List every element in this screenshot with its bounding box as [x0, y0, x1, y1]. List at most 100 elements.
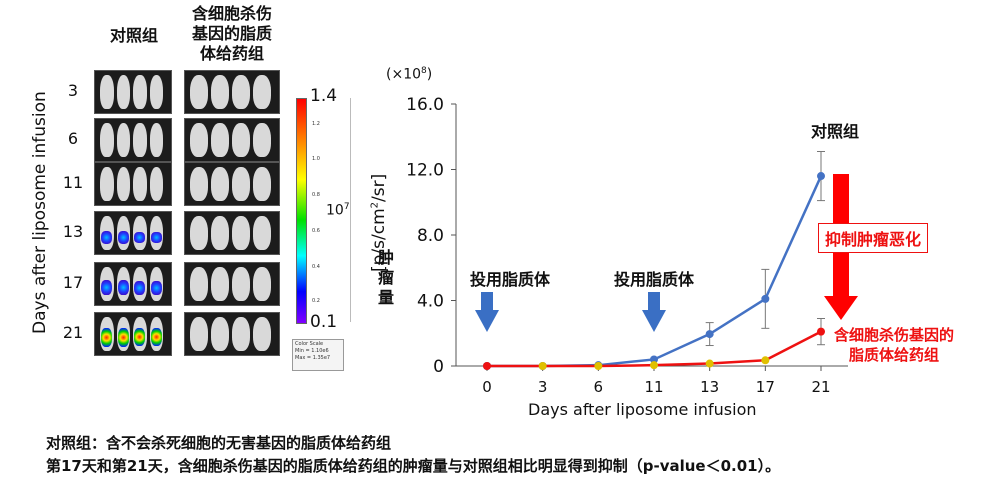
mouse-silhouette [253, 267, 271, 301]
mouse-silhouette [100, 75, 114, 109]
mouse-silhouette [253, 123, 271, 157]
y-axis-unit-rest: /sr] [369, 173, 389, 202]
mouse-silhouette [149, 267, 163, 301]
color-scale-legend: Color Scale Min = 1.10e6 Max = 1.35e7 [292, 339, 344, 371]
mouse-silhouette [253, 317, 271, 351]
mouse-silhouette [211, 216, 229, 250]
luminescence-spot [117, 230, 129, 244]
colorbar-tick: 1.2 [312, 121, 320, 127]
luminescence-spot [150, 232, 162, 243]
treated-image-panel [184, 312, 280, 356]
dosing-annotation-1: 投用脂质体 [470, 270, 551, 289]
x-tick-label: 17 [756, 378, 775, 396]
treated-data-point [761, 356, 770, 365]
day-label: 21 [62, 323, 84, 342]
mouse-silhouette [211, 123, 229, 157]
treated-image-panel [184, 118, 280, 162]
x-tick-label: 0 [482, 378, 492, 396]
color-scale-bar [296, 98, 307, 324]
treated-series-label: 含细胞杀伤基因的 脂质体给药组 [834, 325, 954, 365]
control-image-panel [94, 162, 172, 206]
mouse-silhouette [100, 267, 114, 301]
luminescence-spot [134, 328, 146, 347]
treated-image-panel [184, 211, 280, 255]
mouse-silhouette [232, 167, 250, 201]
colorbar-exponent: 107 [326, 202, 350, 219]
dosing-annotation-2: 投用脂质体 [614, 270, 695, 289]
colorbar-tick: 0.8 [312, 192, 320, 198]
luminescence-spot [117, 279, 129, 296]
mouse-silhouette [232, 75, 250, 109]
y-axis-multiplier-prefix: (×10 [386, 66, 422, 83]
treated-image-panel [184, 70, 280, 114]
colorbar-tick: 0.2 [312, 298, 320, 304]
mouse-silhouette [133, 123, 147, 157]
control-image-panel [94, 118, 172, 162]
control-group-header: 对照组 [109, 26, 158, 45]
y-tick-label: 12.0 [406, 161, 444, 181]
mouse-silhouette [253, 75, 271, 109]
suppression-arrow-head [824, 296, 858, 320]
luminescence-spot [134, 232, 146, 243]
y-tick-label: 0 [433, 357, 444, 377]
x-tick-label: 13 [700, 378, 719, 396]
control-data-point [705, 330, 714, 339]
day-label: 13 [62, 222, 84, 241]
colorbar-top-label: 1.4 [310, 86, 338, 106]
y-axis-label-cn: 肿 瘤 量 [376, 248, 396, 308]
treated-group-header: 含细胞杀伤 基因的脂质 体给药组 [180, 4, 284, 64]
mouse-silhouette [116, 216, 130, 250]
control-data-point [650, 355, 658, 364]
mouse-silhouette [253, 167, 271, 201]
control-image-panel [94, 262, 172, 306]
treated-image-panel [184, 262, 280, 306]
mouse-silhouette [133, 75, 147, 109]
control-image-panel [94, 70, 172, 114]
mouse-silhouette [190, 267, 208, 301]
y-axis-label-cn-char: 肿 [377, 248, 394, 267]
control-data-point [817, 172, 825, 181]
colorbar-bracket [344, 98, 351, 322]
treated-series-label-line-2: 脂质体给药组 [849, 346, 940, 364]
footnote-line-1: 对照组：含不会杀死细胞的无害基因的脂质体给药组 [46, 434, 392, 452]
control-image-panel [94, 211, 172, 255]
mouse-silhouette [100, 216, 114, 250]
mouse-silhouette [211, 75, 229, 109]
treated-header-line-1: 含细胞杀伤 [191, 4, 272, 23]
y-axis-label-cn-char: 量 [377, 288, 394, 307]
mouse-silhouette [190, 317, 208, 351]
mouse-silhouette [190, 75, 208, 109]
mouse-silhouette [232, 267, 250, 301]
footnote-line-2: 第17天和第21天，含细胞杀伤基因的脂质体给药组的肿瘤量与对照组相比明显得到抑制… [46, 457, 781, 475]
mouse-silhouette [190, 216, 208, 250]
x-tick-label: 3 [538, 378, 548, 396]
treated-image-panel [184, 162, 280, 206]
mouse-silhouette [253, 216, 271, 250]
x-tick-label: 11 [644, 378, 663, 396]
colorbar-bottom-label: 0.1 [310, 312, 338, 332]
luminescence-spot [101, 230, 113, 244]
mouse-silhouette [232, 317, 250, 351]
y-axis-unit-sup: 2 [369, 201, 381, 209]
mouse-silhouette [211, 267, 229, 301]
mouse-silhouette [100, 167, 114, 201]
treated-data-point [705, 359, 714, 368]
mouse-silhouette [149, 216, 163, 250]
day-label: 6 [67, 129, 79, 148]
mouse-silhouette [232, 123, 250, 157]
mouse-silhouette [116, 317, 130, 351]
y-axis-label-cn-char: 瘤 [377, 268, 394, 287]
mouse-silhouette [190, 167, 208, 201]
x-tick-label: 21 [811, 378, 830, 396]
mouse-silhouette [133, 267, 147, 301]
mouse-silhouette [133, 167, 147, 201]
color-scale-legend-max: Max = 1.35e7 [295, 355, 331, 361]
mouse-silhouette [211, 317, 229, 351]
mouse-silhouette [100, 317, 114, 351]
tumor-volume-line-chart: 0 4.0 8.0 12.0 16.0 0 3 6 11 13 17 21 [406, 95, 858, 396]
luminescence-spot [101, 327, 113, 347]
colorbar-exponent-base: 10 [326, 202, 344, 219]
luminescence-spot [101, 279, 113, 296]
mouse-silhouette [149, 167, 163, 201]
day-label: 11 [62, 173, 84, 192]
